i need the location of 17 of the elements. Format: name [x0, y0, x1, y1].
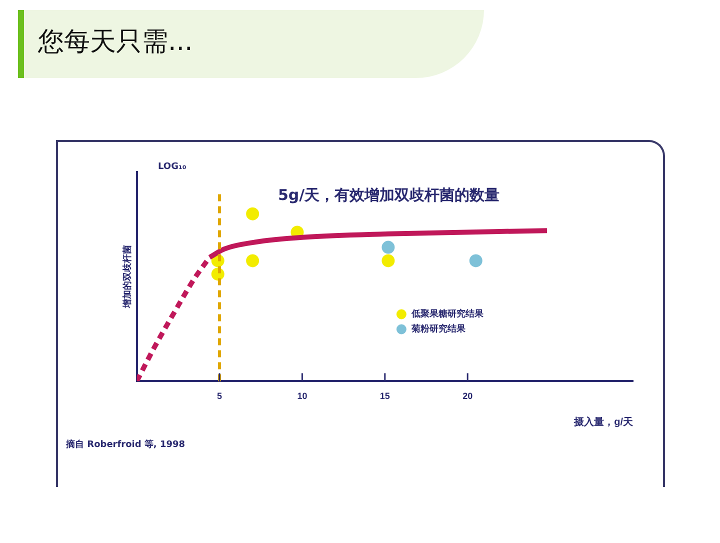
x-tick-label: 15 — [380, 391, 390, 402]
legend-label: 菊粉研究结果 — [410, 324, 466, 335]
text: 摘自 Roberfroid 等, 1998 — [66, 438, 186, 451]
legend-label: 低聚果糖研究结果 — [410, 308, 484, 320]
text: LOG₁₀ — [158, 162, 186, 172]
point — [246, 207, 260, 220]
x-tick-label: 10 — [297, 391, 308, 402]
chart-title: 您每天只需... — [38, 26, 193, 59]
point — [382, 240, 395, 254]
chart-subtitle: 5g/天，有效增加双歧杆菌的数量 — [278, 186, 500, 205]
point — [246, 254, 260, 268]
point — [469, 254, 482, 268]
x-tick-label: 20 — [462, 391, 473, 402]
x-axis-title: 摄入量，g/天 — [573, 416, 634, 428]
x-tick-label: 5 — [216, 391, 222, 402]
point — [382, 254, 395, 268]
y-axis-title: 增加的双歧杆菌 — [122, 245, 132, 310]
